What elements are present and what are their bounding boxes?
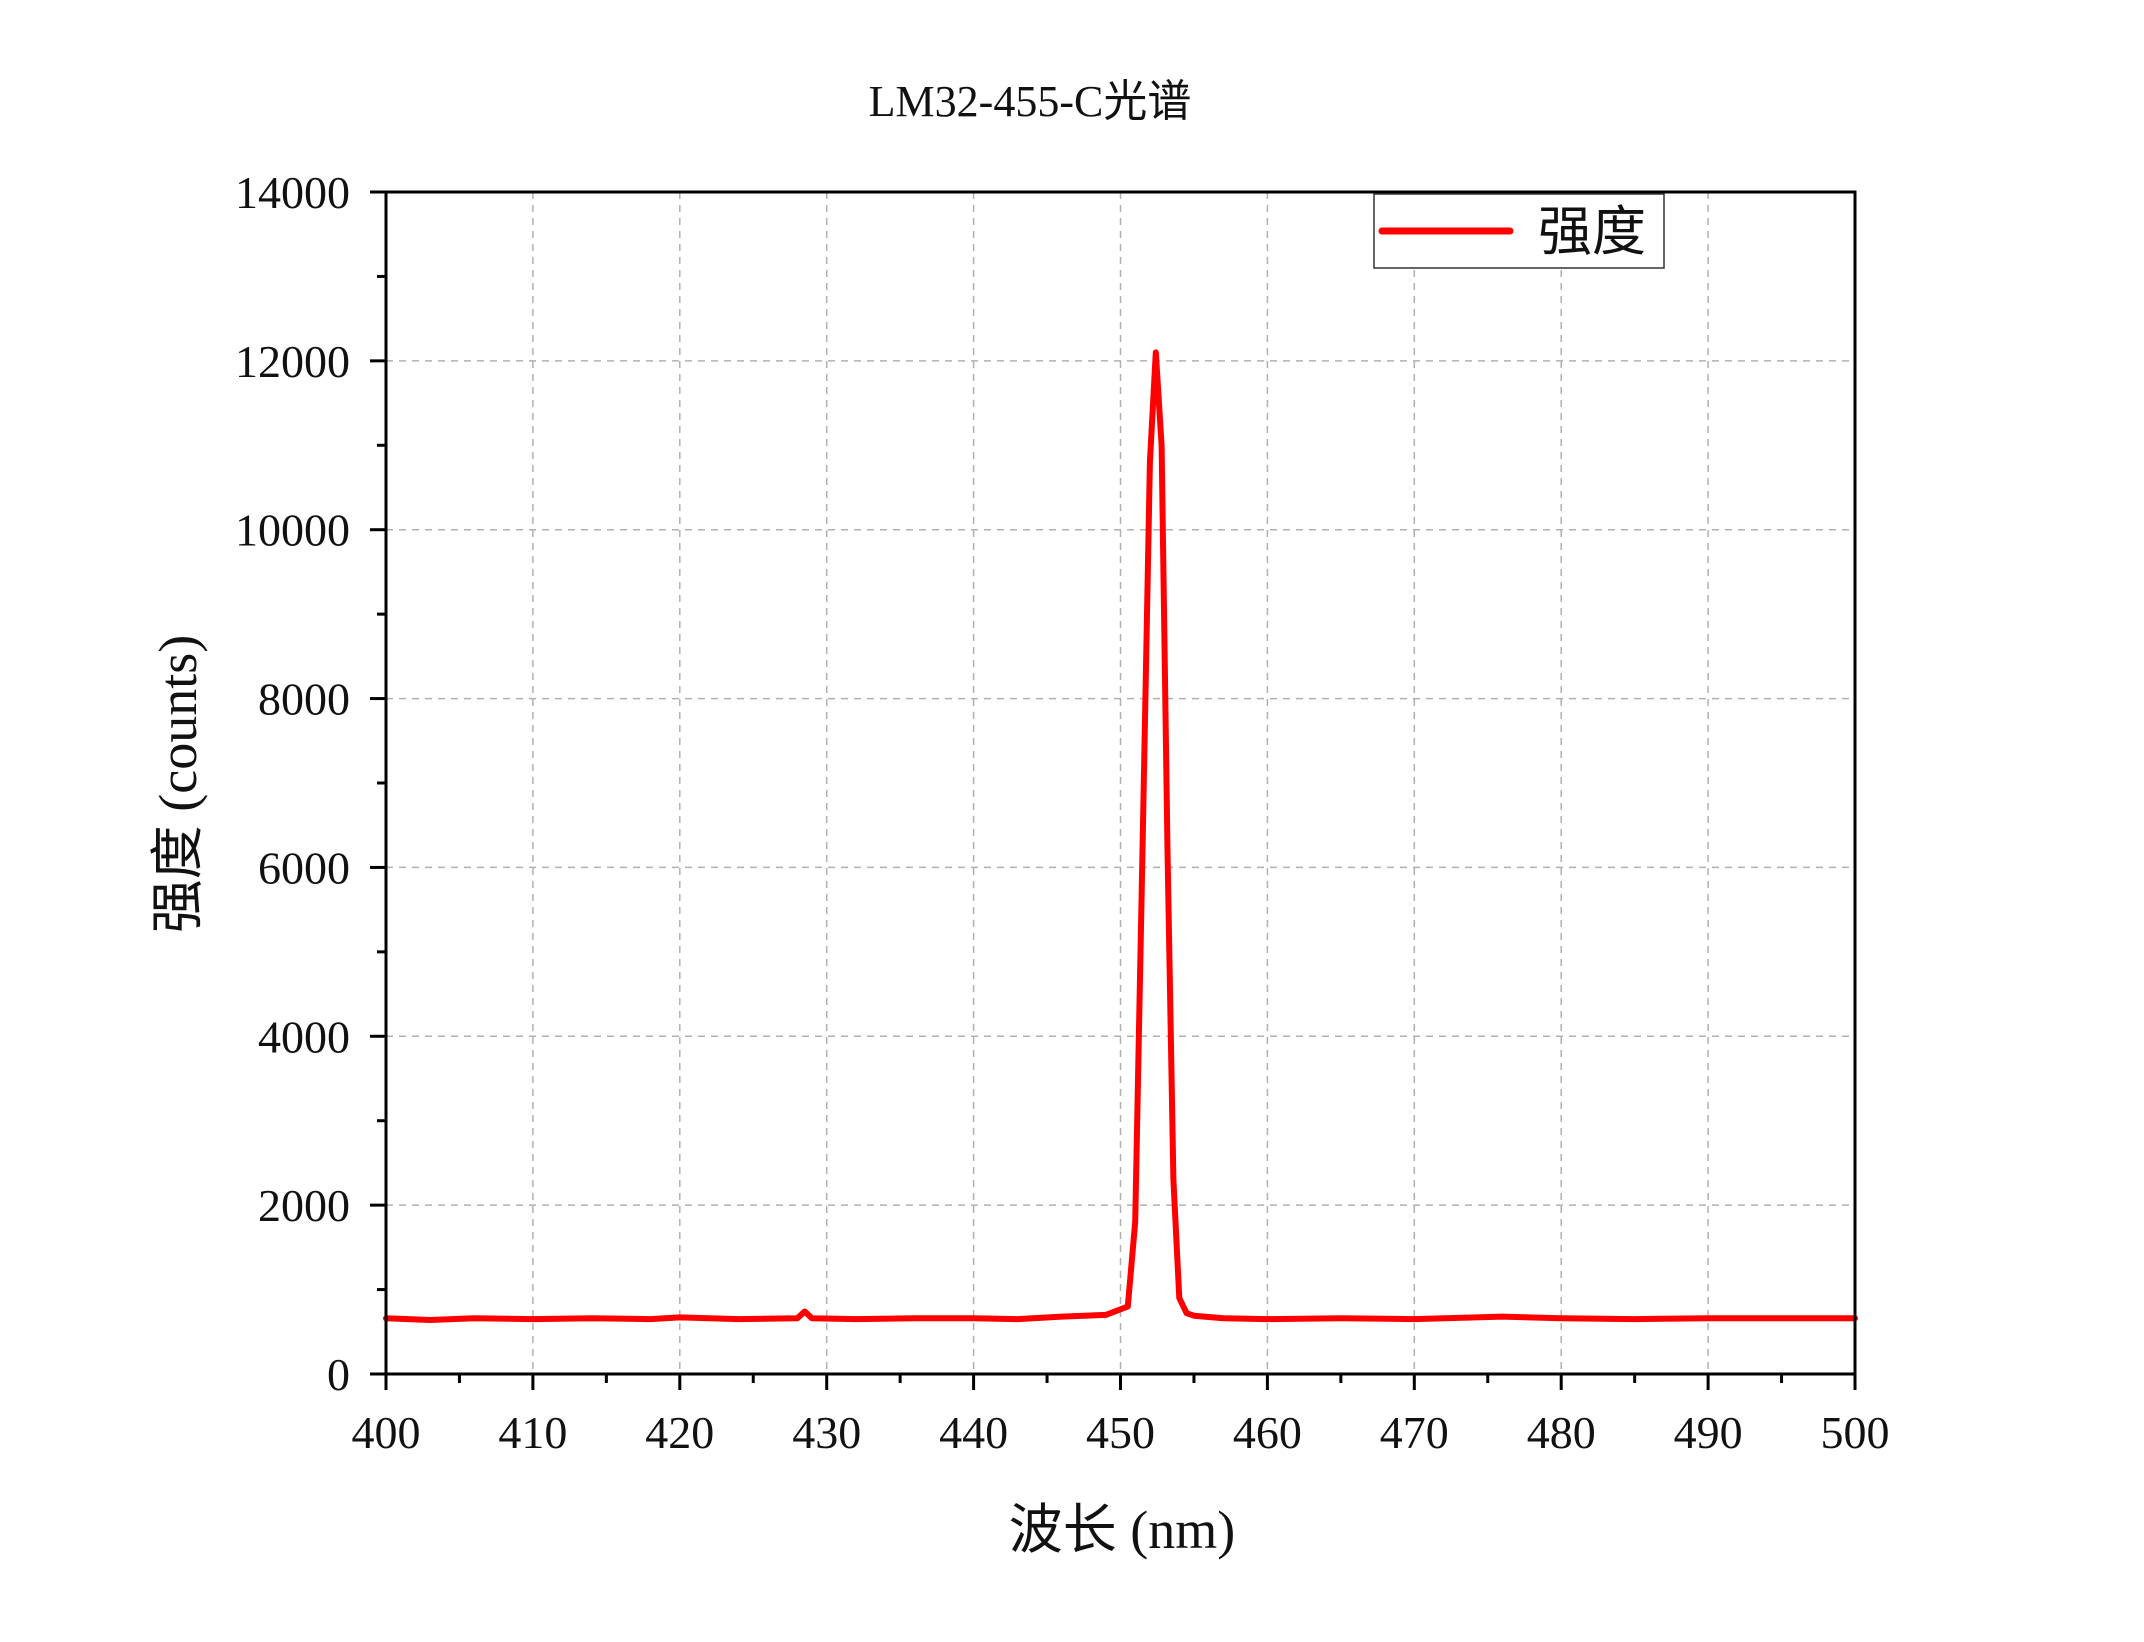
grid-lines [386,192,1855,1374]
y-axis-label: 强度 (counts) [148,635,208,933]
y-tick-label: 4000 [258,1011,350,1062]
x-tick-label: 500 [1821,1407,1890,1458]
y-tick-label: 6000 [258,842,350,893]
x-tick-label: 440 [939,1407,1008,1458]
x-tick-label: 460 [1233,1407,1302,1458]
x-tick-label: 470 [1380,1407,1449,1458]
y-tick-label: 14000 [235,167,350,218]
legend: 强度 [1373,193,1665,269]
plot-frame [384,190,1857,1376]
y-tick-label: 12000 [235,336,350,387]
x-tick-label: 430 [792,1407,861,1458]
x-tick-label: 480 [1527,1407,1596,1458]
x-axis-label: 波长 (nm) [1009,1500,1235,1560]
x-tick-label: 400 [352,1407,421,1458]
y-tick-label: 0 [327,1349,350,1400]
x-tick-label: 420 [645,1407,714,1458]
y-tick-label: 8000 [258,674,350,725]
tick-labels: 400 410 420 430 440 450 460 470 480 490 500 0 2000 40… [235,167,1890,1458]
chart-title: LM32-455-C光谱 [869,77,1192,126]
y-tick-label: 2000 [258,1180,350,1231]
x-tick-label: 450 [1086,1407,1155,1458]
axis-ticks [370,190,1857,1390]
legend-label: 强度 [1538,202,1646,262]
y-tick-label: 10000 [235,505,350,556]
x-tick-label: 490 [1674,1407,1743,1458]
x-tick-label: 410 [498,1407,567,1458]
series-line-intensity [383,349,1858,1323]
